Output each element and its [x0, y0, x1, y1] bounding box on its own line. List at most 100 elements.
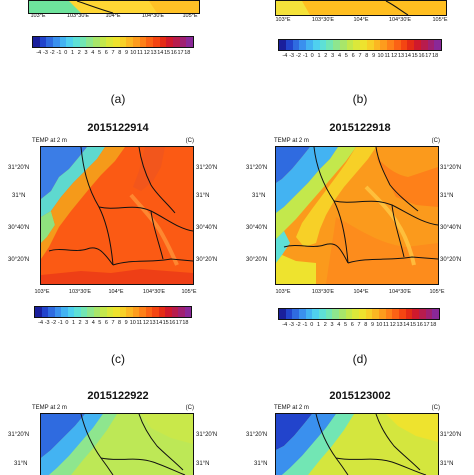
lon-label-c-2: 104°E	[108, 289, 124, 295]
colorbar-swatch	[319, 40, 327, 50]
map-panel-f	[275, 413, 439, 475]
panel-title-f: 2015123002	[329, 390, 391, 402]
lon-label-a-2: 104°E	[105, 13, 121, 19]
map-panel-b	[275, 0, 447, 16]
lat-label-d-right-1: 31°N	[440, 193, 454, 199]
colorbar-tick-label: -3	[43, 50, 48, 56]
colorbar-swatch	[399, 309, 406, 319]
colorbar-tick-label: 5	[98, 320, 102, 326]
panel-title-c: 2015122914	[87, 122, 149, 134]
colorbar-swatch	[48, 307, 55, 317]
colorbar-swatch	[53, 37, 60, 47]
map-a-fields	[29, 1, 199, 13]
colorbar-swatch	[165, 307, 172, 317]
lat-label-e-right-1: 31°N	[196, 461, 210, 467]
colorbar-swatch	[345, 309, 353, 319]
lon-label-d-0: 103°E	[275, 289, 291, 295]
colorbar-swatch	[133, 37, 140, 47]
lat-label-d-left-2: 30°40'N	[246, 225, 268, 231]
colorbar-swatch	[119, 307, 126, 317]
colorbar-swatch	[365, 309, 373, 319]
colorbar-tick-label: 14	[156, 320, 163, 326]
colorbar-tick-label: -1	[57, 320, 63, 326]
colorbar-swatch	[414, 40, 421, 50]
colorbar-tick-label: 15	[163, 50, 171, 56]
colorbar-swatch	[132, 307, 139, 317]
lon-label-c-1: 103°30'E	[68, 289, 92, 295]
colorbar-a	[32, 36, 194, 48]
colorbar-tick-label: 17	[423, 322, 430, 328]
unit-label-d: (C)	[431, 138, 440, 144]
colorbar-swatch	[186, 37, 194, 47]
colorbar-swatch	[326, 40, 333, 50]
colorbar-tick-label: 11	[136, 320, 143, 326]
colorbar-swatch	[425, 309, 433, 319]
lon-label-a-0: 103°E	[30, 13, 46, 19]
colorbar-swatch	[407, 40, 414, 50]
colorbar-tick-label: 3	[330, 322, 334, 328]
colorbar-swatch	[100, 307, 107, 317]
colorbar-swatch	[285, 309, 293, 319]
colorbar-swatch	[61, 307, 68, 317]
colorbar-tick-label: 0	[310, 53, 314, 59]
colorbar-tick-label: 2	[324, 53, 328, 59]
colorbar-swatch	[87, 307, 94, 317]
colorbar-ticks-c: -4 -3 -2 -1 0 1 2 3 4 5 6 7 8 9 10 11 12 13 14 15 16 17 18	[34, 320, 192, 328]
colorbar-swatch	[299, 40, 306, 50]
colorbar-swatch	[432, 309, 440, 319]
lat-label-c-right-0: 31°20'N	[196, 165, 218, 171]
colorbar-tick-label: -4	[36, 50, 42, 56]
colorbar-tick-label: 18	[432, 53, 439, 59]
map-f-fields	[276, 414, 438, 475]
lon-label-d-4: 105°E	[429, 289, 445, 295]
colorbar-tick-label: 10	[129, 320, 136, 326]
colorbar-tick-label: 8	[118, 50, 122, 56]
colorbar-tick-label: 15	[162, 320, 169, 326]
colorbar-swatch	[419, 309, 426, 319]
colorbar-tick-label: 7	[358, 53, 362, 59]
lon-label-d-1: 103°30'E	[311, 289, 335, 295]
variable-label-f: TEMP at 2 m	[274, 405, 309, 411]
lat-label-c-left-1: 31°N	[12, 193, 26, 199]
lon-label-c-4: 105°E	[181, 289, 197, 295]
colorbar-swatch	[80, 307, 87, 317]
lat-label-d-right-2: 30°40'N	[440, 225, 462, 231]
map-panel-c	[40, 146, 194, 285]
panel-label-d: (d)	[352, 352, 368, 366]
colorbar-tick-label: 3	[84, 50, 88, 56]
colorbar-swatch	[306, 40, 313, 50]
colorbar-swatch	[152, 307, 159, 317]
colorbar-tick-label: -2	[51, 320, 57, 326]
colorbar-tick-label: 9	[370, 322, 375, 328]
colorbar-b	[278, 39, 442, 51]
colorbar-swatch	[173, 37, 180, 47]
map-b-fields	[276, 1, 446, 15]
colorbar-tick-label: 10	[377, 53, 384, 59]
colorbar-tick-label: 16	[169, 320, 176, 326]
colorbar-swatch	[178, 307, 185, 317]
colorbar-tick-label: 0	[65, 320, 69, 326]
colorbar-swatch	[171, 307, 178, 317]
colorbar-tick-label: 13	[397, 53, 405, 59]
colorbar-swatch	[106, 307, 113, 317]
map-d-fields	[276, 147, 438, 284]
colorbar-swatch	[166, 37, 174, 47]
colorbar-swatch	[158, 307, 165, 317]
colorbar-swatch	[41, 307, 48, 317]
colorbar-swatch	[427, 40, 435, 50]
colorbar-tick-label: 11	[384, 53, 391, 59]
colorbar-tick-label: -4	[282, 322, 288, 328]
colorbar-swatch	[379, 309, 386, 319]
colorbar-swatch	[385, 309, 393, 319]
colorbar-tick-label: -3	[289, 322, 294, 328]
map-panel-e	[40, 413, 194, 475]
panel-label-b: (b)	[352, 92, 368, 106]
colorbar-tick-label: 18	[430, 322, 437, 328]
colorbar-tick-label: 16	[170, 50, 177, 56]
colorbar-swatch	[312, 40, 320, 50]
map-e-fields	[41, 414, 193, 475]
colorbar-tick-label: -3	[44, 320, 50, 326]
colorbar-tick-label: 12	[389, 322, 396, 328]
colorbar-tick-label: 5	[343, 322, 348, 328]
colorbar-swatch	[393, 40, 401, 50]
